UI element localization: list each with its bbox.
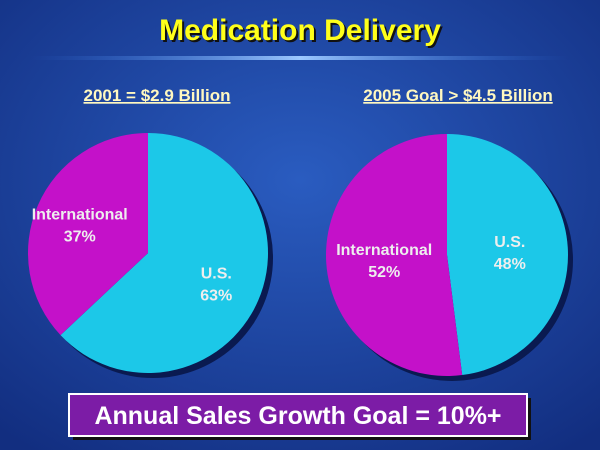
pies: U.S. 63% International 37% U.S. 48% Internatio… <box>28 133 573 381</box>
footer-box <box>68 393 528 437</box>
slice-value: 48% <box>494 256 526 273</box>
pie-slice <box>28 133 148 336</box>
slide-title: Medication Delivery <box>159 14 441 47</box>
slice-value: 63% <box>200 288 232 305</box>
footer-text: Annual Sales Growth Goal = 10%+ <box>94 402 501 430</box>
pie-title: 2005 Goal > $4.5 Billion <box>363 86 552 105</box>
title-shadow: Medication Delivery <box>161 16 443 49</box>
slice-value: 37% <box>64 228 96 245</box>
slice-label: U.S. <box>494 234 525 251</box>
slice-value: 52% <box>368 264 400 281</box>
pie-slice <box>447 134 568 376</box>
slice-label: International <box>336 242 432 259</box>
pie-title: 2001 = $2.9 Billion <box>84 86 231 105</box>
title-rule <box>30 56 570 60</box>
pie-slice <box>60 133 268 373</box>
slice-label: International <box>32 206 128 223</box>
pie-slice <box>325 134 463 376</box>
slice-label: U.S. <box>201 266 232 283</box>
